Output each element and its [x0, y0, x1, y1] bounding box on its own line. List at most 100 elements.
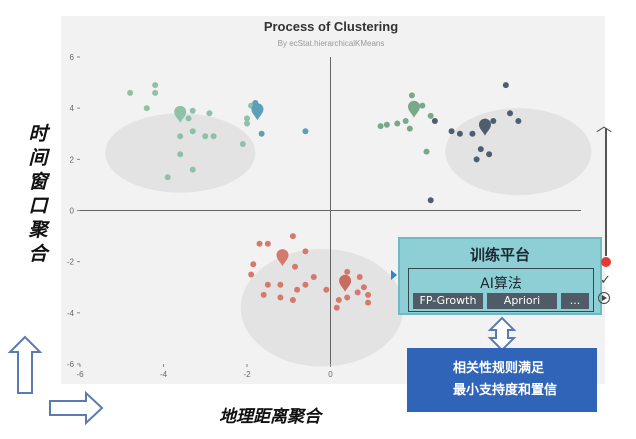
- scroll-track[interactable]: [605, 128, 607, 256]
- data-point: [360, 284, 367, 291]
- data-point: [185, 115, 192, 122]
- data-point: [310, 274, 317, 281]
- data-point: [406, 125, 413, 132]
- chart-subtitle: By ecStat.hierarchicalKMeans: [278, 39, 385, 48]
- data-point: [344, 294, 351, 301]
- y-tick-label: -4: [67, 309, 75, 318]
- data-point: [394, 120, 401, 127]
- cluster-center-pins: [174, 100, 491, 292]
- x-tick-label: 0: [328, 370, 333, 379]
- data-point: [477, 146, 484, 153]
- data-point: [289, 297, 296, 304]
- vertical-axis-label: 时 间 窗 口 聚 合: [18, 122, 58, 266]
- data-point: [189, 166, 196, 173]
- data-point: [164, 174, 171, 181]
- cluster-center-pin: [276, 249, 289, 267]
- data-point: [365, 299, 372, 306]
- algorithm-box: AI算法 FP-Growth Apriori ...: [408, 268, 594, 312]
- play-icon[interactable]: [598, 292, 610, 304]
- data-point: [356, 274, 363, 281]
- vertical-label-char: 聚: [28, 219, 48, 241]
- data-point: [244, 115, 250, 122]
- data-point: [127, 89, 134, 96]
- data-point: [408, 92, 415, 99]
- panel-pointer-icon: [391, 270, 397, 280]
- y-tick-label: 2: [70, 155, 75, 164]
- data-point: [502, 82, 509, 89]
- x-tick-label: -6: [76, 370, 84, 379]
- horizontal-axis-label: 地理距离聚合: [219, 407, 321, 427]
- data-point: [177, 133, 184, 140]
- data-point: [277, 294, 284, 301]
- cluster-center-pin: [339, 274, 352, 292]
- data-point: [206, 110, 213, 117]
- data-point: [302, 248, 309, 255]
- data-point: [244, 120, 250, 127]
- y-tick-label: -2: [67, 258, 75, 267]
- chart-title: Process of Clustering: [264, 19, 398, 34]
- data-point: [354, 289, 361, 296]
- data-point: [431, 117, 438, 124]
- data-points: [127, 82, 522, 311]
- data-point: [189, 107, 196, 114]
- data-point: [486, 151, 493, 158]
- data-point: [419, 102, 426, 109]
- arrow-up-icon: [7, 335, 43, 394]
- data-point: [469, 130, 476, 137]
- data-point: [292, 263, 299, 270]
- vertical-label-char: 间: [28, 147, 48, 169]
- cluster-center-pin: [408, 100, 420, 118]
- training-platform-panel: 训练平台 AI算法 FP-Growth Apriori ...: [398, 237, 602, 315]
- y-tick-label: 6: [70, 53, 75, 62]
- cluster-center-pin: [174, 105, 187, 123]
- algo-fp-growth[interactable]: FP-Growth: [413, 293, 483, 309]
- x-tick-label: -2: [243, 370, 251, 379]
- scroll-thumb[interactable]: [601, 257, 611, 267]
- data-point: [515, 117, 522, 124]
- data-point: [402, 117, 409, 124]
- data-point: [177, 151, 184, 158]
- x-tick-label: -4: [160, 370, 168, 379]
- chevron-up-icon[interactable]: ︿: [596, 116, 613, 135]
- algo-apriori[interactable]: Apriori: [487, 293, 557, 309]
- highlight-ellipse: [240, 248, 404, 367]
- data-point: [335, 297, 342, 304]
- algo-more[interactable]: ...: [561, 293, 589, 309]
- data-point: [248, 271, 255, 278]
- data-point: [264, 240, 271, 247]
- data-point: [302, 128, 309, 135]
- data-point: [323, 286, 330, 293]
- check-icon[interactable]: ✓: [600, 273, 611, 288]
- data-point: [189, 128, 196, 135]
- data-point: [143, 105, 150, 112]
- data-point: [333, 304, 340, 311]
- y-tick-label: 4: [70, 104, 75, 113]
- data-point: [377, 123, 384, 130]
- y-tick-label: 0: [70, 207, 75, 216]
- data-point: [473, 156, 480, 163]
- data-point: [365, 291, 372, 298]
- cluster-center-pin: [251, 103, 264, 121]
- vertical-label-char: 窗: [28, 171, 48, 193]
- data-point: [423, 148, 430, 155]
- data-point: [302, 281, 309, 288]
- data-point: [239, 140, 246, 147]
- note-line: 相关性规则满足: [453, 361, 545, 376]
- data-point: [258, 130, 265, 137]
- vertical-label-char: 口: [28, 195, 48, 217]
- data-point: [202, 133, 209, 140]
- rule-note: 相关性规则满足 最小支持度和置信: [407, 348, 597, 412]
- data-point: [456, 130, 463, 137]
- data-point: [294, 286, 301, 293]
- data-point: [210, 133, 217, 140]
- data-point: [264, 281, 271, 288]
- data-point: [250, 261, 257, 268]
- vertical-label-char: 合: [28, 243, 48, 265]
- data-point: [260, 291, 267, 298]
- data-point: [256, 240, 263, 247]
- data-point: [152, 82, 159, 89]
- y-tick-label: -6: [67, 360, 75, 369]
- data-point: [289, 233, 296, 240]
- data-point: [427, 197, 434, 204]
